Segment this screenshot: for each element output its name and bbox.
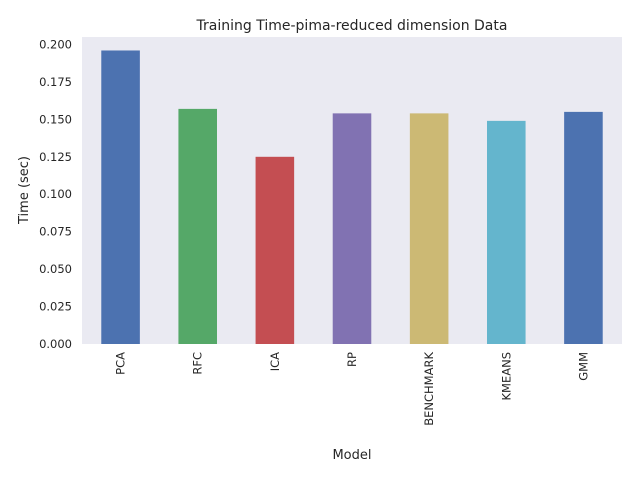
bar-pca — [101, 50, 140, 344]
bar-ica — [255, 156, 295, 344]
bar-rfc — [178, 108, 217, 344]
bar-kmeans — [487, 120, 526, 345]
x-tick-label: RFC — [191, 352, 205, 375]
x-tick-label: BENCHMARK — [422, 352, 436, 426]
y-tick-label: 0.100 — [39, 187, 72, 201]
x-tick-labels: PCA RFC ICA RP BENCHMARK KMEANS GMM — [114, 352, 591, 426]
x-tick-label: KMEANS — [499, 352, 513, 401]
x-axis-label: Model — [332, 448, 371, 463]
y-tick-labels: 0.000 0.025 0.050 0.075 0.100 0.125 0.150 0.175… — [39, 37, 72, 351]
bar-gmm — [564, 111, 603, 344]
x-tick-label: PCA — [114, 352, 128, 375]
y-axis-label: Time (sec) — [17, 156, 32, 225]
x-tick-label: ICA — [268, 352, 282, 371]
y-tick-label: 0.150 — [39, 112, 72, 126]
bars-group — [101, 50, 603, 345]
x-tick-label: GMM — [576, 352, 590, 381]
bar-benchmark — [409, 113, 449, 344]
y-tick-label: 0.050 — [39, 262, 72, 276]
chart-title: Training Time-pima-reduced dimension Dat… — [196, 18, 508, 34]
y-tick-label: 0.125 — [39, 150, 72, 164]
y-tick-label: 0.000 — [39, 337, 72, 351]
bar-rp — [332, 113, 372, 344]
y-tick-label: 0.200 — [39, 37, 72, 51]
y-tick-label: 0.175 — [39, 75, 72, 89]
y-tick-label: 0.025 — [39, 300, 72, 314]
y-tick-label: 0.075 — [39, 225, 72, 239]
x-tick-label: RP — [345, 352, 359, 367]
